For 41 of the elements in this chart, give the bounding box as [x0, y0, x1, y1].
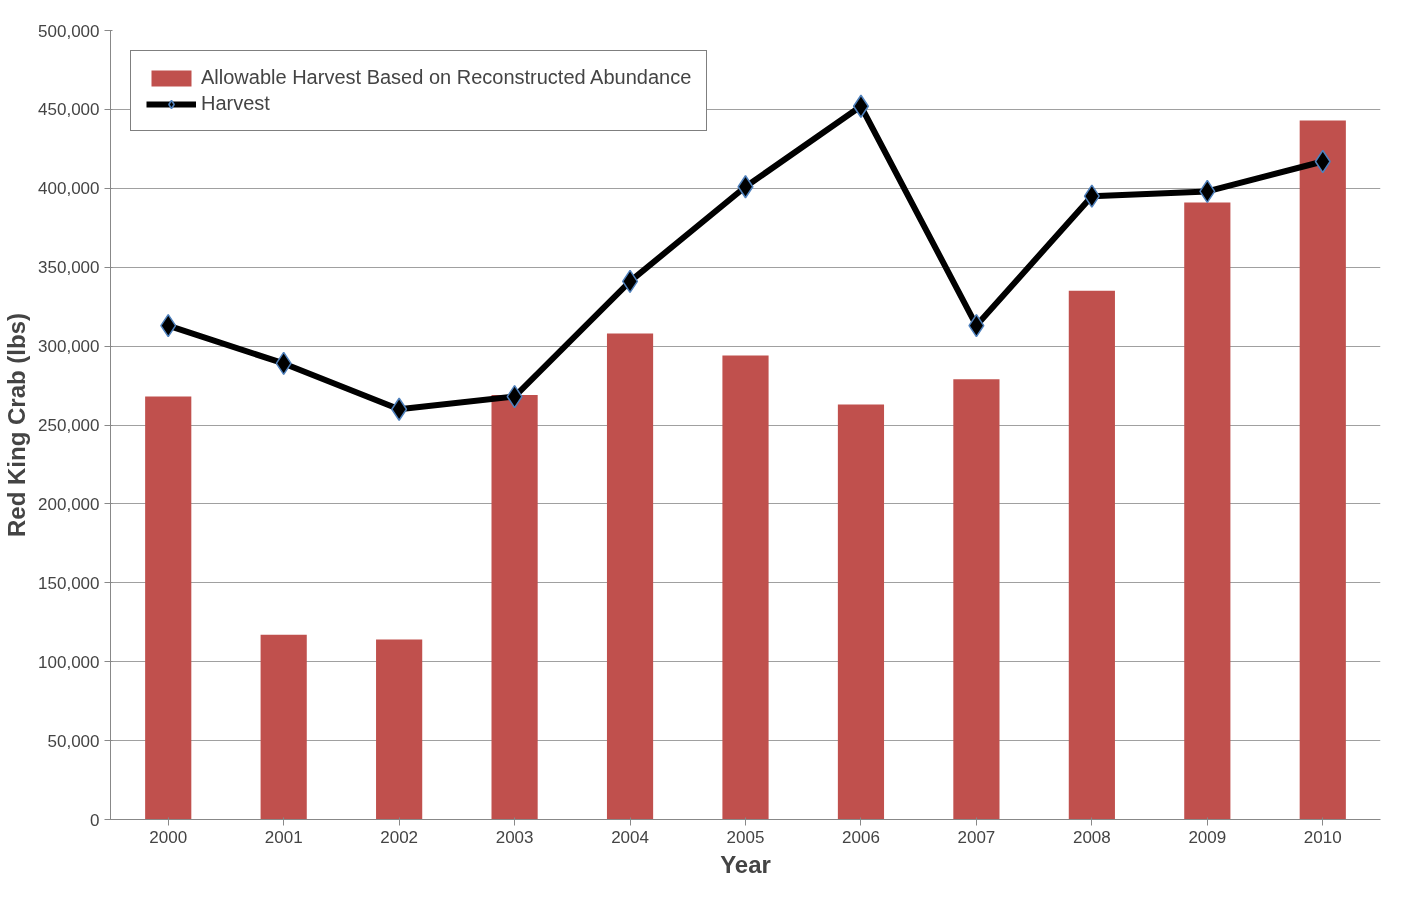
bar: [491, 395, 538, 820]
bar: [953, 379, 1000, 820]
x-tick-label: 2005: [726, 827, 765, 847]
bar: [837, 404, 885, 820]
x-tick-label: 2003: [495, 827, 534, 847]
legend-label: Harvest: [201, 92, 270, 115]
x-tick-label: 2004: [611, 827, 649, 847]
point: [391, 397, 408, 421]
legend-label: Allowable Harvest Based on Reconstructed Abundance: [201, 66, 692, 89]
bar: [1184, 202, 1231, 820]
bar: [606, 333, 654, 820]
y-tick-label: 250,000: [38, 416, 100, 435]
bar: [1068, 290, 1115, 820]
x-tick-label: 2002: [380, 827, 419, 847]
bar: [260, 634, 307, 820]
bar: [722, 355, 769, 820]
y-tick-label: 500,000: [38, 21, 100, 41]
x-axis-title: Year: [720, 850, 771, 878]
y-tick-label: 100,000: [38, 652, 100, 672]
y-tick-label: 300,000: [38, 337, 100, 357]
x-tick-label: 2007: [957, 827, 996, 847]
x-tick-label: 2001: [264, 827, 303, 847]
y-tick-label: 350,000: [38, 258, 100, 278]
x-tick-label: 2000: [149, 827, 188, 847]
y-axis-title: Red King Crab (lbs): [3, 312, 31, 537]
bar: [145, 396, 192, 820]
y-tick-label: 200,000: [38, 494, 100, 514]
x-tick-label: 2010: [1303, 827, 1342, 847]
bar: [1299, 120, 1346, 820]
point: [621, 269, 639, 294]
y-tick-label: 450,000: [38, 100, 100, 120]
y-tick-label: 50,000: [47, 731, 100, 751]
point: [1083, 184, 1100, 208]
x-tick-label: 2006: [842, 827, 880, 847]
y-tick-label: 400,000: [38, 179, 100, 199]
y-tick-label: 0: [90, 810, 100, 830]
point: [852, 94, 870, 118]
y-tick-label: 150,000: [38, 573, 100, 593]
x-tick-label: 2009: [1188, 827, 1227, 847]
bar: [376, 639, 423, 820]
x-tick-label: 2008: [1072, 827, 1111, 847]
